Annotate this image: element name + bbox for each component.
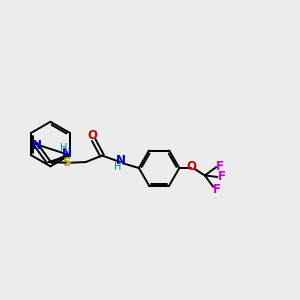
Text: F: F [213, 183, 221, 196]
Text: F: F [218, 170, 226, 183]
Text: H: H [59, 143, 67, 153]
Text: N: N [116, 154, 126, 167]
Text: H: H [114, 162, 122, 172]
Text: O: O [88, 129, 98, 142]
Text: N: N [62, 147, 72, 160]
Text: N: N [32, 139, 42, 152]
Text: F: F [216, 160, 224, 173]
Text: O: O [186, 160, 196, 173]
Text: S: S [62, 156, 70, 169]
